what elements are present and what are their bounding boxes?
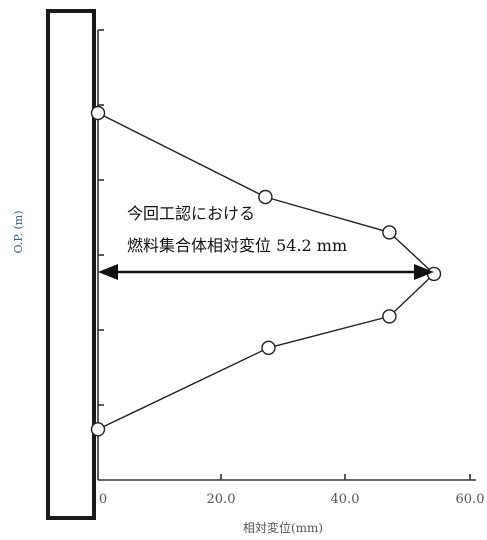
x-tick-label: 20.0 <box>207 492 236 507</box>
y-axis-ticks <box>98 29 104 406</box>
wall-rect <box>46 9 96 520</box>
data-point <box>261 340 276 355</box>
x-axis-ticks <box>220 474 471 480</box>
annotation-line-1: 今回工認における <box>127 204 255 223</box>
annotation-line-2: 燃料集合体相対変位 54.2 mm <box>127 236 347 255</box>
y-axis-label: O.P. (m) <box>12 210 25 253</box>
annotation-arrowhead-right <box>414 264 434 280</box>
data-point <box>258 189 273 205</box>
annotation-arrowhead-left <box>98 264 118 280</box>
data-point <box>90 422 106 437</box>
data-point <box>426 266 442 282</box>
data-point <box>382 309 397 324</box>
x-tick-label: 60.0 <box>456 492 485 507</box>
data-point <box>382 225 397 240</box>
x-axis-label: 相対変位(mm) <box>243 520 323 535</box>
x-tick-label: 40.0 <box>331 492 360 507</box>
x-tick-label: 0 <box>99 492 107 507</box>
data-point <box>90 105 106 121</box>
